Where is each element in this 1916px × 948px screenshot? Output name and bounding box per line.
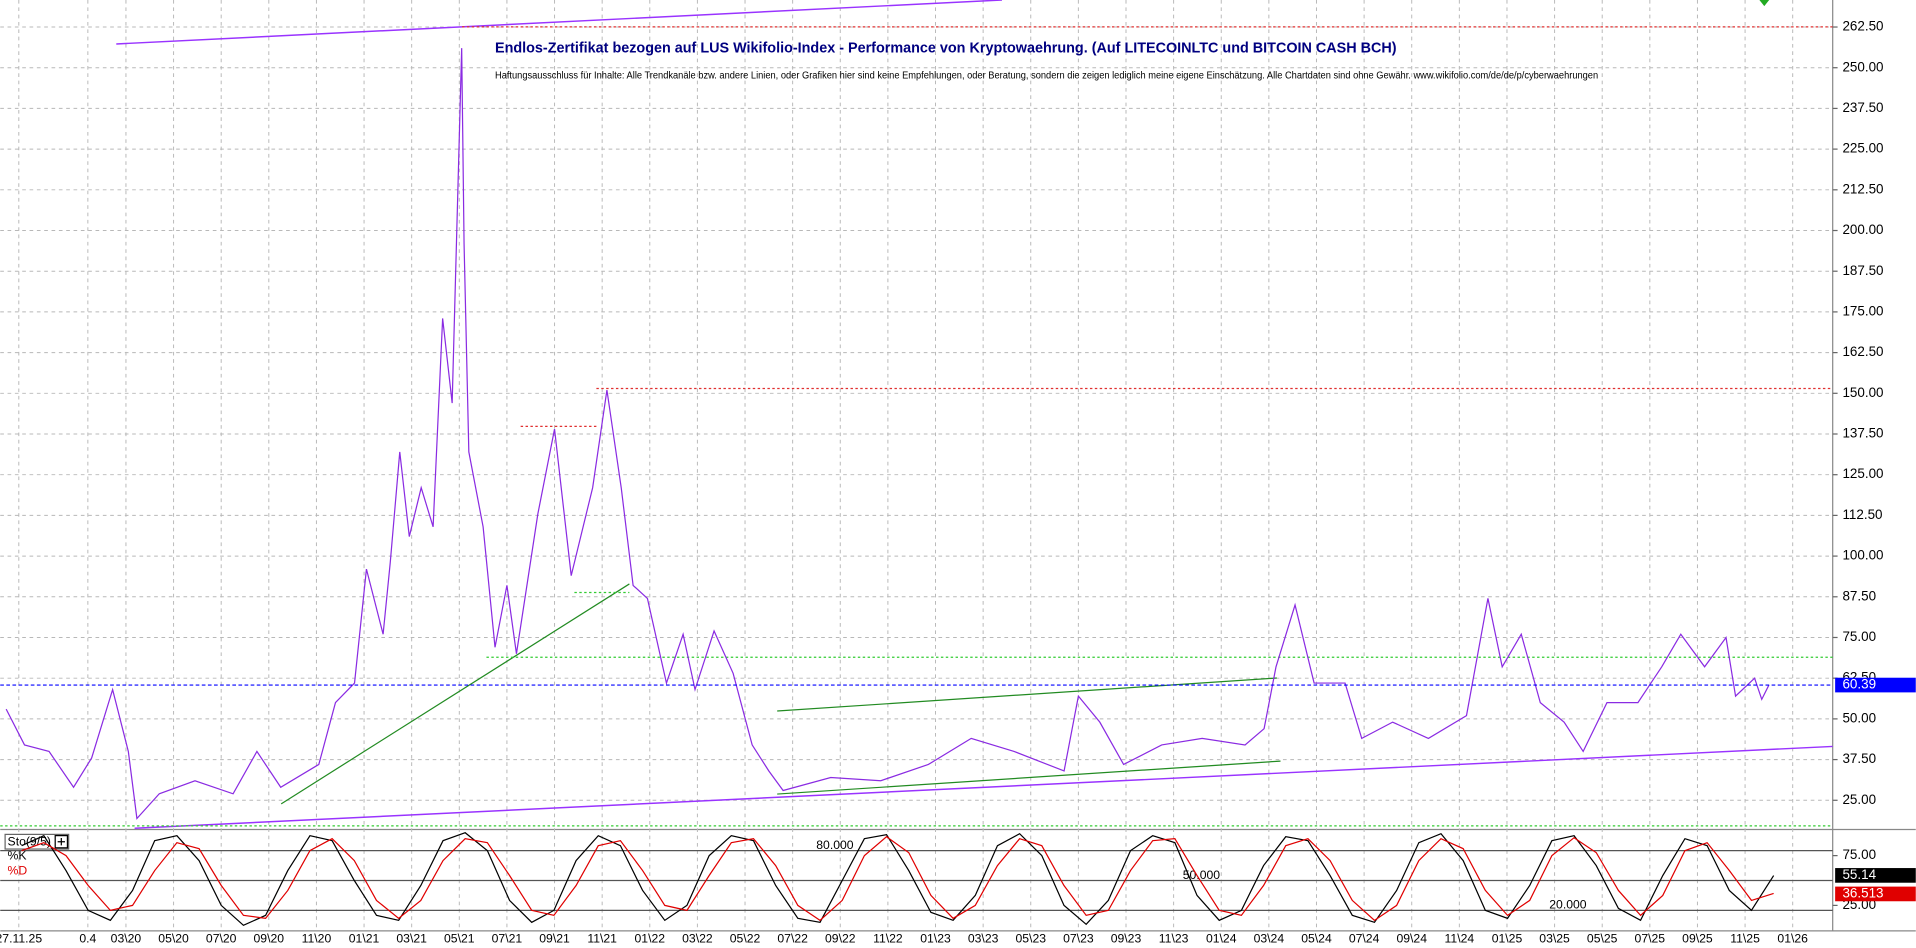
x-tick-label: 09\24 <box>1396 932 1427 946</box>
y-tick-label: 162.50 <box>1842 344 1883 359</box>
trend-line <box>777 677 1277 712</box>
y-tick-label: 225.00 <box>1842 141 1883 156</box>
indicator-label: Sto(9/5) <box>8 835 51 849</box>
x-tick-label: 07\23 <box>1063 932 1094 946</box>
y-tick-label: 50.00 <box>1842 710 1876 725</box>
x-tick-label: 11\21 <box>587 932 617 946</box>
legend-entry: %D <box>8 863 28 877</box>
x-tick-label: 05\22 <box>730 932 761 946</box>
x-tick-label: 03\23 <box>968 932 999 946</box>
y-tick-label: 37.50 <box>1842 751 1876 766</box>
x-tick-label: 05\21 <box>444 932 475 946</box>
y-tick-label: 75.00 <box>1842 847 1876 862</box>
y-tick-label: 100.00 <box>1842 548 1883 563</box>
x-tick-label: 01\26 <box>1777 932 1808 946</box>
x-tick-label: 03\24 <box>1254 932 1285 946</box>
data-line <box>5 48 1770 820</box>
y-tick-label: 75.00 <box>1842 629 1876 644</box>
x-tick-label: 09\25 <box>1682 932 1713 946</box>
trend-line <box>777 760 1281 795</box>
y-tick-label: 175.00 <box>1842 303 1883 318</box>
y-tick-label: 187.50 <box>1842 263 1883 278</box>
chart-title: Endlos-Zertifikat bezogen auf LUS Wikifo… <box>495 41 1397 57</box>
legend-entry: %K <box>8 849 27 863</box>
x-tick-label: 01\22 <box>635 932 666 946</box>
last-value-box <box>1835 677 1916 693</box>
trend-line <box>280 583 630 805</box>
y-tick-label: 125.00 <box>1842 466 1883 481</box>
x-tick-label: 11\25 <box>1730 932 1760 946</box>
y-tick-label: 137.50 <box>1842 426 1883 441</box>
x-tick-label: 09\21 <box>539 932 570 946</box>
x-tick-label: 01\23 <box>920 932 951 946</box>
y-tick-label: 262.50 <box>1842 19 1883 34</box>
y-tick-label: 250.00 <box>1842 59 1883 74</box>
x-tick-label: 03\21 <box>396 932 427 946</box>
x-tick-label: 01\21 <box>349 932 380 946</box>
last-value-box <box>1835 886 1916 902</box>
y-tick-label: 112.50 <box>1842 507 1882 522</box>
trend-lines <box>0 0 1833 830</box>
x-tick-label: 05\23 <box>1015 932 1046 946</box>
x-tick-label: 05\24 <box>1301 932 1332 946</box>
y-tick-label: 150.00 <box>1842 385 1883 400</box>
last-value-label: 60.39 <box>1842 677 1876 692</box>
level-label: 20.000 <box>1549 898 1587 912</box>
x-tick-label: 07\20 <box>206 932 237 946</box>
expand-icon <box>57 838 65 846</box>
trend-line <box>134 745 1833 830</box>
disclaimer: Haftungsausschluss für Inhalte: Alle Tre… <box>495 70 1598 81</box>
x-tick-label: 01\25 <box>1492 932 1523 946</box>
x-tick-label: 11\20 <box>302 932 332 946</box>
plot-area <box>0 0 1832 931</box>
x-tick-label: 0.4 <box>79 932 96 946</box>
x-tick-label: 27.11.25 <box>0 932 42 946</box>
x-tick-label: 01\24 <box>1206 932 1237 946</box>
last-value-box <box>1835 868 1916 883</box>
x-tick-label: 11\22 <box>873 932 903 946</box>
level-label: 50.000 <box>1183 868 1221 882</box>
y-tick-label: 212.50 <box>1842 181 1883 196</box>
x-tick-label: 07\25 <box>1635 932 1666 946</box>
x-tick-label: 09\23 <box>1111 932 1142 946</box>
trend-line <box>116 0 1003 45</box>
x-tick-label: 07\22 <box>777 932 808 946</box>
data-line <box>21 835 1774 922</box>
x-tick-label: 09\22 <box>825 932 856 946</box>
x-tick-label: 07\24 <box>1349 932 1380 946</box>
x-tick-label: 05\20 <box>158 932 189 946</box>
indicator-box <box>4 833 70 850</box>
x-tick-label: 09\20 <box>254 932 285 946</box>
x-tick-label: 05\25 <box>1587 932 1618 946</box>
y-tick-label: 25.00 <box>1842 792 1876 807</box>
level-label: 80.000 <box>816 838 854 852</box>
x-tick-label: 07\21 <box>492 932 523 946</box>
last-value-label: 36.513 <box>1842 885 1883 900</box>
last-value-label: 55.14 <box>1842 867 1876 882</box>
x-tick-label: 11\23 <box>1159 932 1189 946</box>
x-tick-label: 03\22 <box>682 932 713 946</box>
y-tick-label: 200.00 <box>1842 222 1883 237</box>
x-tick-label: 03\25 <box>1539 932 1570 946</box>
y-tick-label: 237.50 <box>1842 100 1883 115</box>
marker <box>1759 0 1770 7</box>
data-line <box>21 832 1775 927</box>
y-tick-label: 87.50 <box>1842 588 1876 603</box>
x-tick-label: 11\24 <box>1445 932 1475 946</box>
x-tick-label: 03\20 <box>111 932 142 946</box>
